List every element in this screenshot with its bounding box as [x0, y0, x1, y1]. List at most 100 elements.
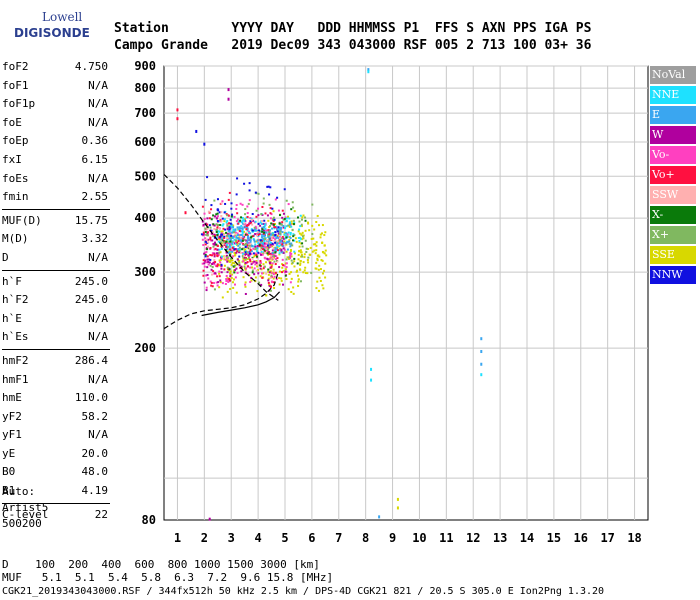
echo-point [219, 241, 222, 244]
echo-point [246, 215, 249, 218]
echo-point [224, 202, 227, 205]
echo-point [232, 231, 235, 234]
echo-point [268, 283, 271, 286]
echo-point [248, 182, 251, 185]
echo-point [241, 227, 244, 230]
echo-point [238, 226, 241, 229]
echo-point [284, 216, 287, 219]
echo-point [214, 247, 217, 250]
echo-point [200, 233, 203, 236]
panel-separator [2, 208, 110, 210]
parameter-row: foEp 0.36 [2, 132, 110, 151]
echo-point [291, 222, 294, 225]
echo-point [288, 272, 291, 275]
echo-point [278, 283, 281, 286]
echo-point [231, 231, 234, 234]
echo-point [233, 254, 236, 257]
echo-point [234, 240, 237, 243]
echo-point [277, 236, 280, 239]
echo-point [204, 198, 207, 201]
echo-point [300, 218, 303, 221]
x-tick-label: 5 [281, 531, 288, 545]
echo-point [213, 263, 216, 266]
profile-curve [201, 291, 281, 317]
echo-point [242, 242, 245, 245]
echo-point [234, 228, 237, 231]
echo-point [202, 259, 205, 262]
echo-point [249, 222, 252, 225]
echo-point [270, 222, 273, 225]
echo-point [282, 247, 285, 250]
echo-point [226, 238, 229, 241]
echo-point [227, 281, 230, 284]
echo-point [282, 251, 285, 254]
echo-point [249, 232, 252, 235]
parameter-name: h`Es [2, 330, 29, 344]
echo-point [239, 202, 242, 205]
echo-point [274, 231, 277, 234]
echo-point [321, 284, 324, 287]
echo-point [315, 261, 318, 264]
parameter-value: 110.0 [74, 391, 108, 405]
echo-point [204, 243, 207, 246]
panel-separator [2, 502, 110, 504]
echo-point [318, 224, 321, 227]
echo-point [225, 254, 228, 257]
echo-point [233, 262, 236, 265]
parameter-name: B0 [2, 465, 16, 479]
echo-point [290, 290, 293, 293]
echo-point [228, 230, 231, 233]
x-tick-label: 17 [600, 531, 614, 545]
echo-point [297, 284, 300, 287]
file-info-footer: CGK21_2019343043000.RSF / 344fx512h 50 k… [2, 586, 605, 597]
echo-point [306, 221, 309, 224]
echo-point [287, 203, 290, 206]
echo-point [260, 283, 263, 286]
echo-point [229, 270, 232, 273]
echo-point [256, 265, 259, 268]
echo-point [272, 247, 275, 250]
echo-point [299, 249, 302, 252]
echo-point [396, 506, 399, 510]
echo-point [274, 252, 277, 255]
echo-point [290, 252, 293, 255]
echo-point [292, 206, 295, 209]
echo-point [259, 267, 262, 270]
echo-point [255, 229, 258, 232]
echo-point [244, 261, 247, 264]
echo-point [262, 272, 265, 275]
echo-point [281, 266, 284, 269]
echo-point [230, 215, 233, 218]
echo-point [262, 243, 265, 246]
parameter-name: fmin [2, 190, 29, 204]
echo-point [241, 219, 244, 222]
echo-point [208, 517, 211, 521]
echo-point [209, 264, 212, 267]
echo-point [301, 216, 304, 219]
echo-point [241, 203, 244, 206]
echo-point [257, 222, 260, 225]
echo-point [280, 237, 283, 240]
echo-point [280, 277, 283, 280]
echo-point [281, 221, 284, 224]
echo-point [293, 252, 296, 255]
parameter-value: 245.0 [74, 274, 108, 288]
echo-point [302, 261, 305, 264]
echo-point [206, 227, 209, 230]
echo-point [226, 266, 229, 269]
echo-point [252, 252, 255, 255]
echo-point [225, 245, 228, 248]
parameter-row: B0 48.0 [2, 463, 110, 482]
echo-point [245, 239, 248, 242]
echo-point [240, 241, 243, 244]
echo-point [367, 70, 370, 74]
echo-point [220, 202, 223, 205]
echo-point [212, 281, 215, 284]
echo-point [293, 239, 296, 242]
echo-point [261, 276, 264, 279]
echo-point [223, 211, 226, 214]
digisonde-logo: Lowell DIGISONDE [8, 8, 108, 48]
echo-point [261, 245, 264, 248]
parameter-value: 15.75 [74, 213, 108, 227]
echo-point [206, 258, 209, 261]
